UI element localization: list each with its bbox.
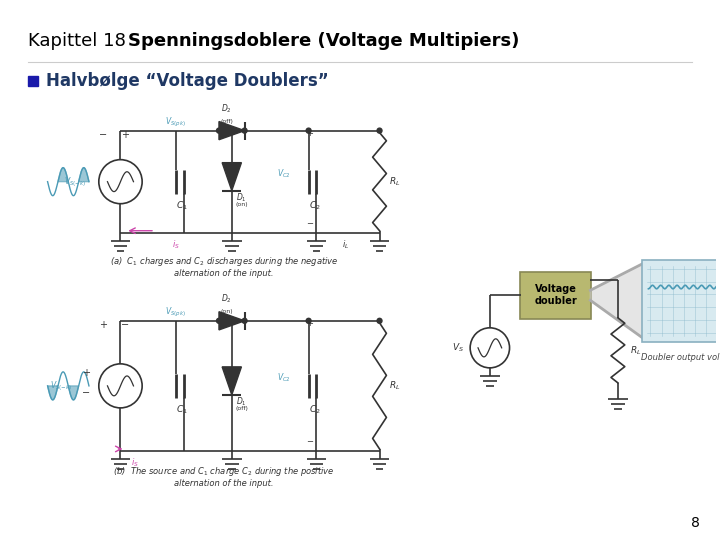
Text: $D_2$: $D_2$ [222, 102, 233, 114]
Text: (on): (on) [220, 309, 233, 314]
Circle shape [217, 128, 222, 133]
Polygon shape [219, 122, 245, 140]
Text: +: + [306, 129, 313, 138]
Circle shape [229, 128, 234, 133]
Text: (off): (off) [220, 119, 233, 124]
Text: $V_{S(pk)}$: $V_{S(pk)}$ [165, 306, 186, 319]
Text: Spenningsdoblere (Voltage Multipiers): Spenningsdoblere (Voltage Multipiers) [128, 32, 519, 50]
Text: (off): (off) [235, 406, 248, 411]
Text: +: + [99, 320, 107, 330]
Text: $D_2$: $D_2$ [222, 292, 233, 305]
Text: $C_1$: $C_1$ [176, 200, 187, 212]
Text: 8: 8 [691, 516, 700, 530]
Bar [28, 76, 38, 86]
Text: alternation of the input.: alternation of the input. [174, 479, 274, 488]
FancyBboxPatch shape [642, 260, 720, 342]
Polygon shape [222, 163, 241, 191]
Text: $C_1$: $C_1$ [176, 404, 187, 416]
Circle shape [306, 128, 311, 133]
Text: $R_L$: $R_L$ [390, 176, 401, 188]
Text: $i_L$: $i_L$ [343, 239, 350, 251]
Text: (b)  The source and $C_1$ charge $C_2$ during the positive: (b) The source and $C_1$ charge $C_2$ du… [113, 465, 335, 478]
FancyBboxPatch shape [521, 272, 591, 319]
Text: alternation of the input.: alternation of the input. [174, 269, 274, 278]
Circle shape [306, 318, 311, 323]
Text: −: − [99, 130, 107, 140]
Text: Kapittel 18: Kapittel 18 [28, 32, 126, 50]
Text: $D_1$: $D_1$ [235, 396, 246, 408]
Polygon shape [222, 367, 241, 395]
Text: Halvbølge “Voltage Doublers”: Halvbølge “Voltage Doublers” [46, 72, 329, 90]
Circle shape [242, 318, 247, 323]
Text: $V_{C2}$: $V_{C2}$ [277, 167, 291, 180]
Text: $V_{S(-k)}$: $V_{S(-k)}$ [50, 379, 72, 393]
Circle shape [377, 128, 382, 133]
Circle shape [242, 128, 247, 133]
Circle shape [217, 318, 222, 323]
Text: Voltage
doubler: Voltage doubler [534, 285, 577, 306]
Text: +: + [122, 130, 130, 140]
Text: $R_L$: $R_L$ [390, 380, 401, 392]
Text: $V_S$: $V_S$ [452, 342, 464, 354]
Text: −: − [122, 320, 130, 330]
Text: +: + [306, 319, 313, 328]
Text: $V_{S(-k)}$: $V_{S(-k)}$ [64, 175, 86, 188]
Circle shape [377, 318, 382, 323]
Text: +: + [82, 368, 90, 378]
Circle shape [229, 318, 234, 323]
Text: −: − [306, 219, 313, 228]
Text: (on): (on) [235, 202, 248, 207]
Text: $V_{C2}$: $V_{C2}$ [277, 372, 291, 384]
Text: −: − [82, 388, 90, 398]
Text: $i_S$: $i_S$ [131, 457, 139, 469]
Text: $C_2$: $C_2$ [309, 404, 320, 416]
Text: (a)  $C_1$ charges and $C_2$ discharges during the negative: (a) $C_1$ charges and $C_2$ discharges d… [109, 255, 338, 268]
Text: $V_{S(pk)}$: $V_{S(pk)}$ [165, 116, 186, 129]
Text: Doubler output voltage: Doubler output voltage [641, 353, 720, 362]
Polygon shape [219, 312, 245, 330]
Text: $C_2$: $C_2$ [309, 200, 320, 212]
Polygon shape [590, 264, 642, 338]
Text: $D_1$: $D_1$ [235, 192, 246, 204]
Text: $i_S$: $i_S$ [172, 239, 180, 251]
Text: $R_L$: $R_L$ [630, 344, 641, 356]
Text: −: − [306, 437, 313, 446]
